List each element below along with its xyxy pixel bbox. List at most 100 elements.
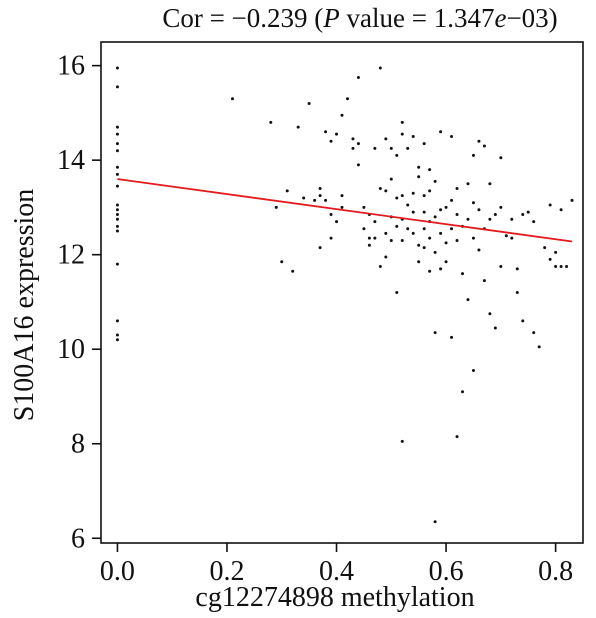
data-point [422, 194, 426, 198]
data-point [384, 137, 388, 141]
data-point [521, 319, 525, 323]
data-point [378, 66, 382, 70]
data-point [417, 165, 421, 169]
data-point [493, 326, 497, 330]
data-point [406, 146, 410, 150]
data-point [351, 137, 355, 141]
data-point [559, 265, 563, 269]
data-point [565, 265, 569, 269]
data-point [335, 220, 339, 224]
x-tick-label: 0.6 [429, 556, 464, 587]
data-point [510, 217, 514, 221]
data-point [318, 187, 322, 191]
data-point [499, 205, 503, 209]
data-point [433, 250, 437, 254]
data-point [400, 132, 404, 136]
chart-title: Cor = −0.239 (P value = 1.347e−03) [162, 3, 557, 33]
data-point [356, 75, 360, 79]
data-point [378, 265, 382, 269]
data-point [115, 213, 119, 217]
data-point [422, 210, 426, 214]
data-point [477, 139, 481, 143]
x-tick-label: 0.0 [100, 556, 135, 587]
data-point [450, 135, 454, 139]
data-point [422, 246, 426, 250]
data-point [444, 205, 448, 209]
data-point [450, 227, 454, 231]
data-point [428, 168, 432, 172]
title-p-symbol: P [322, 3, 340, 33]
data-point [324, 198, 328, 202]
data-point [307, 101, 311, 105]
data-point [411, 210, 415, 214]
data-point [373, 146, 377, 150]
data-point [499, 156, 503, 160]
data-point [373, 236, 377, 240]
data-point [526, 210, 530, 214]
data-point [482, 144, 486, 148]
data-point [559, 208, 563, 212]
data-point [406, 227, 410, 231]
data-point [400, 120, 404, 124]
data-point [515, 267, 519, 271]
data-point [395, 224, 399, 228]
title-middle: value = 1.347 [340, 3, 495, 33]
data-point [395, 153, 399, 157]
data-point [115, 203, 119, 207]
data-point [318, 246, 322, 250]
axes: 0.0 0.2 0.4 0.6 0.8 6 8 10 12 14 16 [57, 41, 584, 587]
data-point [115, 66, 119, 70]
data-point [356, 163, 360, 167]
data-point [428, 236, 432, 240]
data-point [433, 520, 437, 524]
data-point [389, 146, 393, 150]
data-point [324, 130, 328, 134]
data-point [115, 319, 119, 323]
data-point [115, 229, 119, 233]
data-point [115, 149, 119, 153]
data-point [543, 246, 547, 250]
y-tick-label: 12 [57, 240, 85, 271]
y-tick-label: 14 [57, 145, 85, 176]
data-point [532, 331, 536, 335]
data-point [378, 187, 382, 191]
data-point [115, 184, 119, 188]
data-point [422, 142, 426, 146]
data-point [499, 265, 503, 269]
regression-line [117, 178, 573, 243]
data-point [411, 135, 415, 139]
data-point [115, 125, 119, 129]
data-point [422, 227, 426, 231]
x-axis-label: cg12274898 methylation [195, 582, 474, 613]
data-point [417, 243, 421, 247]
data-point [433, 331, 437, 335]
data-point [329, 213, 333, 217]
data-point [428, 269, 432, 273]
data-point [417, 175, 421, 179]
data-point [115, 338, 119, 342]
data-points [115, 66, 574, 524]
data-point [302, 196, 306, 200]
title-suffix: −03) [506, 3, 557, 33]
data-point [329, 236, 333, 240]
data-point [450, 335, 454, 339]
data-point [335, 132, 339, 136]
data-point [461, 272, 464, 276]
data-point [488, 312, 492, 316]
y-tick-label: 10 [57, 334, 85, 365]
data-point [471, 368, 475, 372]
data-point [477, 248, 481, 252]
data-point [466, 298, 470, 302]
data-point [367, 236, 371, 240]
data-point [428, 189, 432, 193]
y-tick-label: 16 [57, 51, 85, 82]
data-point [439, 208, 443, 212]
data-point [274, 205, 278, 209]
data-point [313, 198, 317, 202]
data-point [400, 194, 404, 198]
data-point [510, 236, 514, 240]
data-point [115, 165, 119, 169]
data-point [115, 333, 119, 337]
data-point [433, 179, 437, 183]
data-point [455, 187, 459, 191]
